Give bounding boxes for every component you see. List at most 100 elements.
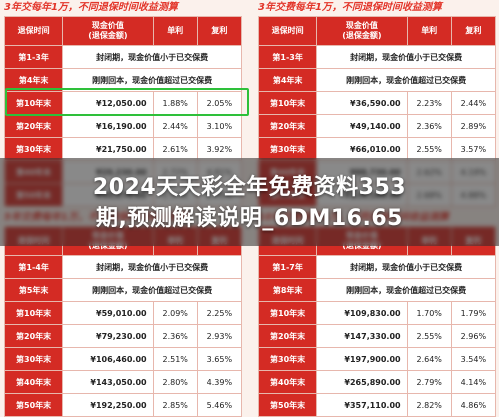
- row-compound-rate: 3.92%: [196, 137, 243, 161]
- row-year: 第4年末: [3, 68, 64, 92]
- row-compound-rate: 5.46%: [196, 393, 243, 417]
- header-compound-rate-text: 复利: [211, 26, 228, 35]
- row-compound-rate: 2.44%: [450, 91, 497, 115]
- table-row: 第40年末 ¥265,890.00 2.79% 4.14%: [257, 370, 497, 394]
- row-compound-rate: 4.86%: [450, 393, 497, 417]
- row-year: 第40年末: [3, 370, 64, 394]
- table-row: 第30年末 ¥197,900.00 2.64% 3.54%: [257, 347, 497, 371]
- row-year: 第30年末: [3, 347, 64, 371]
- row-year: 第10年末: [257, 301, 318, 325]
- panel-title: 3年交每年1万，不同退保时间收益测算: [4, 2, 178, 13]
- article-title[interactable]: 2024天天彩全年免费资料353 期,预测解读说明_6DM16.65: [0, 172, 499, 234]
- article-title-line-1: 2024天天彩全年免费资料353: [92, 175, 407, 200]
- row-year: 第50年末: [3, 393, 64, 417]
- header-cash-value-text: 现金价值: [345, 21, 378, 30]
- surrender-value-table: 退保时间现金价值(退保金额)单利复利第1-7年封闭期，现金价值小于已交保费第8年…: [257, 226, 497, 417]
- row-compound-rate: 2.05%: [196, 91, 243, 115]
- header-compound-rate: 复利: [196, 16, 243, 46]
- row-simple-rate: 2.82%: [406, 393, 452, 417]
- row-year: 第20年末: [3, 114, 64, 138]
- row-note: 刚刚回本，现金价值超过已交保费: [62, 68, 242, 92]
- row-note: 刚刚回本，现金价值超过已交保费: [62, 278, 242, 302]
- row-simple-rate: 2.44%: [152, 114, 198, 138]
- row-year: 第1-4年: [3, 255, 64, 279]
- table-row: 第30年末 ¥21,750.00 2.61% 3.92%: [3, 137, 243, 161]
- table-row: 第1-7年 封闭期，现金价值小于已交保费: [257, 255, 496, 279]
- row-compound-rate: 2.89%: [450, 114, 497, 138]
- row-note: 封闭期，现金价值小于已交保费: [316, 255, 496, 279]
- row-simple-rate: 2.09%: [152, 301, 198, 325]
- table-row: 第8年末 刚刚回本，现金价值超过已交保费: [257, 278, 496, 302]
- table-row: 第20年末 ¥79,230.00 2.36% 2.93%: [3, 324, 243, 348]
- row-simple-rate: 2.64%: [406, 347, 452, 371]
- row-year: 第10年末: [3, 301, 64, 325]
- table-row: 第20年末 ¥49,140.00 2.36% 2.89%: [257, 114, 497, 138]
- table-row: 第1-3年 封闭期，现金价值小于已交保费: [3, 45, 242, 69]
- row-cash-value: ¥12,050.00: [62, 91, 154, 115]
- row-year: 第20年末: [257, 114, 318, 138]
- row-simple-rate: 2.51%: [152, 347, 198, 371]
- row-simple-rate: 2.23%: [406, 91, 452, 115]
- table-row: 第20年末 ¥147,330.00 2.55% 2.96%: [257, 324, 497, 348]
- row-cash-value: ¥197,900.00: [316, 347, 408, 371]
- row-simple-rate: 2.55%: [406, 137, 452, 161]
- row-year: 第1-7年: [257, 255, 318, 279]
- title-overlay-band: [0, 158, 499, 246]
- table-row: 第20年末 ¥16,190.00 2.44% 3.10%: [3, 114, 243, 138]
- row-simple-rate: 1.88%: [152, 91, 198, 115]
- header-compound-rate-text: 复利: [465, 26, 482, 35]
- table-row: 第10年末 ¥36,590.00 2.23% 2.44%: [257, 91, 497, 115]
- row-year: 第1-3年: [257, 45, 318, 69]
- header-simple-rate: 单利: [406, 16, 452, 46]
- header-cash-value-text: (退保金额): [342, 31, 382, 40]
- row-cash-value: ¥79,230.00: [62, 324, 154, 348]
- table-row: 第30年末 ¥106,460.00 2.51% 3.65%: [3, 347, 243, 371]
- table-row: 第50年末 ¥357,110.00 2.82% 4.86%: [257, 393, 497, 417]
- row-compound-rate: 3.54%: [450, 347, 497, 371]
- row-cash-value: ¥143,050.00: [62, 370, 154, 394]
- row-cash-value: ¥147,330.00: [316, 324, 408, 348]
- table-row: 第5年末 刚刚回本，现金价值超过已交保费: [3, 278, 242, 302]
- table-row: 第40年末 ¥143,050.00 2.80% 4.39%: [3, 370, 243, 394]
- row-simple-rate: 2.55%: [406, 324, 452, 348]
- row-year: 第4年末: [257, 68, 318, 92]
- row-compound-rate: 1.79%: [450, 301, 497, 325]
- header-year-text: 退保时间: [271, 26, 304, 35]
- row-cash-value: ¥36,590.00: [316, 91, 408, 115]
- header-cash-value-text: (退保金额): [88, 31, 128, 40]
- surrender-value-table: 退保时间现金价值(退保金额)单利复利第1-4年封闭期，现金价值小于已交保费第5年…: [3, 226, 243, 417]
- row-simple-rate: 2.85%: [152, 393, 198, 417]
- row-compound-rate: 2.96%: [450, 324, 497, 348]
- row-note: 刚刚回本，现金价值超过已交保费: [316, 68, 496, 92]
- table-row: 第1-4年 封闭期，现金价值小于已交保费: [3, 255, 242, 279]
- table-header-row: 退保时间 现金价值(退保金额) 单利 复利: [3, 16, 243, 46]
- panel-title: 3年交费每年1万，不同退保时间收益测算: [258, 2, 442, 13]
- header-compound-rate: 复利: [450, 16, 497, 46]
- row-cash-value: ¥106,460.00: [62, 347, 154, 371]
- header-year-text: 退保时间: [17, 26, 50, 35]
- header-cash-value: 现金价值(退保金额): [316, 16, 408, 46]
- row-compound-rate: 3.10%: [196, 114, 243, 138]
- row-year: 第5年末: [3, 278, 64, 302]
- row-compound-rate: 4.14%: [450, 370, 497, 394]
- row-simple-rate: 2.80%: [152, 370, 198, 394]
- row-cash-value: ¥109,830.00: [316, 301, 408, 325]
- header-cash-value: 现金价值(退保金额): [62, 16, 154, 46]
- row-note: 封闭期，现金价值小于已交保费: [62, 255, 242, 279]
- table-row: 第10年末 ¥59,010.00 2.09% 2.25%: [3, 301, 243, 325]
- row-note: 封闭期，现金价值小于已交保费: [62, 45, 242, 69]
- row-compound-rate: 4.39%: [196, 370, 243, 394]
- row-note: 刚刚回本，现金价值超过已交保费: [316, 278, 496, 302]
- row-simple-rate: 1.70%: [406, 301, 452, 325]
- row-year: 第30年末: [257, 347, 318, 371]
- table-row: 第10年末 ¥109,830.00 1.70% 1.79%: [257, 301, 497, 325]
- table-header-row: 退保时间 现金价值(退保金额) 单利 复利: [257, 16, 497, 46]
- row-cash-value: ¥192,250.00: [62, 393, 154, 417]
- header-cash-value-text: 现金价值: [91, 21, 124, 30]
- row-note: 封闭期，现金价值小于已交保费: [316, 45, 496, 69]
- table-panel-4: 10年交费每年1万，不同退保时间收益测算退保时间现金价值(退保金额)单利复利第1…: [257, 210, 497, 417]
- row-cash-value: ¥21,750.00: [62, 137, 154, 161]
- row-cash-value: ¥59,010.00: [62, 301, 154, 325]
- header-simple-rate-text: 单利: [421, 26, 438, 35]
